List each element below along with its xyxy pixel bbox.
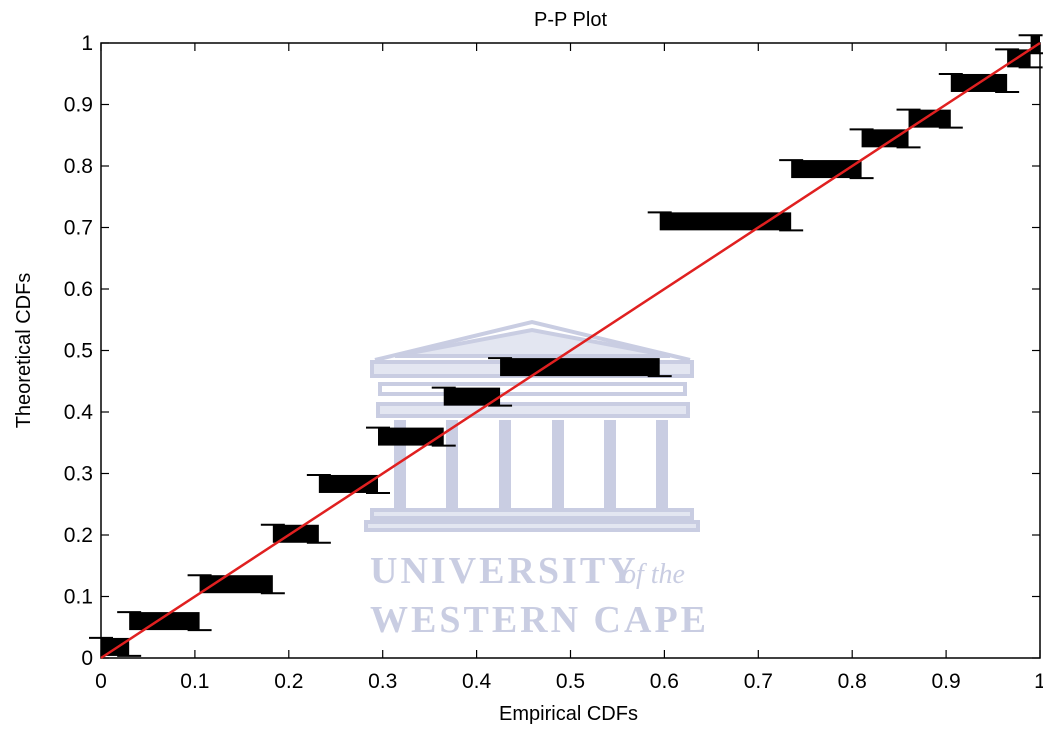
marker-cluster [431, 386, 513, 407]
marker-cluster [117, 611, 212, 632]
university-watermark: UNIVERSITY of the WESTERN CAPE [364, 319, 709, 641]
x-tick-label: 1 [1034, 670, 1043, 693]
marker-cluster [89, 636, 142, 657]
y-tick-label: 0.7 [64, 217, 93, 240]
marker-cluster [1018, 34, 1043, 55]
y-tick-label: 0.6 [64, 278, 93, 301]
x-tick-label: 0.4 [462, 670, 492, 693]
x-tick-label: 0.6 [650, 670, 679, 693]
marker-cluster [488, 357, 672, 378]
marker-cluster [306, 473, 391, 494]
marker-cluster-body [791, 160, 862, 179]
marker-cluster [779, 159, 874, 180]
y-tick-label: 0 [81, 647, 93, 670]
watermark-line1-suffix: of the [622, 559, 685, 590]
reference-line [100, 41, 1041, 660]
x-axis-title: Empirical CDFs [499, 703, 638, 725]
y-tick-label: 0.5 [64, 340, 93, 363]
marker-cluster [260, 523, 331, 544]
marker-cluster-body [378, 427, 444, 446]
marker-cluster-body [129, 612, 200, 631]
chart-title: P-P Plot [534, 9, 607, 31]
marker-cluster-body [101, 637, 130, 656]
watermark-line2: WESTERN CAPE [370, 599, 709, 641]
marker-cluster-body [199, 575, 273, 594]
x-tick-label: 0.9 [931, 670, 960, 693]
marker-cluster-body [318, 474, 379, 493]
x-tick-label: 0 [95, 670, 107, 693]
marker-cluster [849, 128, 921, 149]
axis-ticks: 0 0.1 0.2 0.3 0.4 0.5 0.6 0.7 0.8 0.9 1 0 0.1 0.2 0.3 0… [64, 32, 1043, 693]
y-axis-title: Theoretical CDFs [13, 273, 35, 429]
watermark-line1: UNIVERSITY [370, 550, 639, 592]
y-tick-label: 0.1 [64, 586, 93, 609]
y-tick-label: 1 [81, 32, 93, 55]
marker-cluster-body [500, 358, 660, 377]
marker-cluster-body [1030, 35, 1040, 54]
x-tick-label: 0.2 [274, 670, 303, 693]
marker-cluster [187, 574, 285, 595]
x-tick-label: 0.1 [180, 670, 209, 693]
marker-cluster [896, 108, 963, 129]
y-tick-label: 0.8 [64, 155, 93, 178]
y-tick-label: 0.4 [64, 401, 94, 424]
x-tick-label: 0.8 [838, 670, 867, 693]
data-markers [89, 34, 1043, 657]
y-tick-label: 0.2 [64, 524, 93, 547]
y-tick-label: 0.9 [64, 94, 93, 117]
building-emblem [364, 319, 700, 532]
marker-cluster [366, 426, 456, 447]
marker-cluster-body [659, 212, 792, 231]
marker-cluster [647, 211, 804, 232]
x-tick-label: 0.3 [368, 670, 397, 693]
x-tick-label: 0.5 [556, 670, 585, 693]
y-tick-label: 0.3 [64, 463, 93, 486]
x-tick-label: 0.7 [744, 670, 773, 693]
marker-cluster-body [443, 387, 501, 406]
marker-cluster-body [861, 129, 909, 148]
